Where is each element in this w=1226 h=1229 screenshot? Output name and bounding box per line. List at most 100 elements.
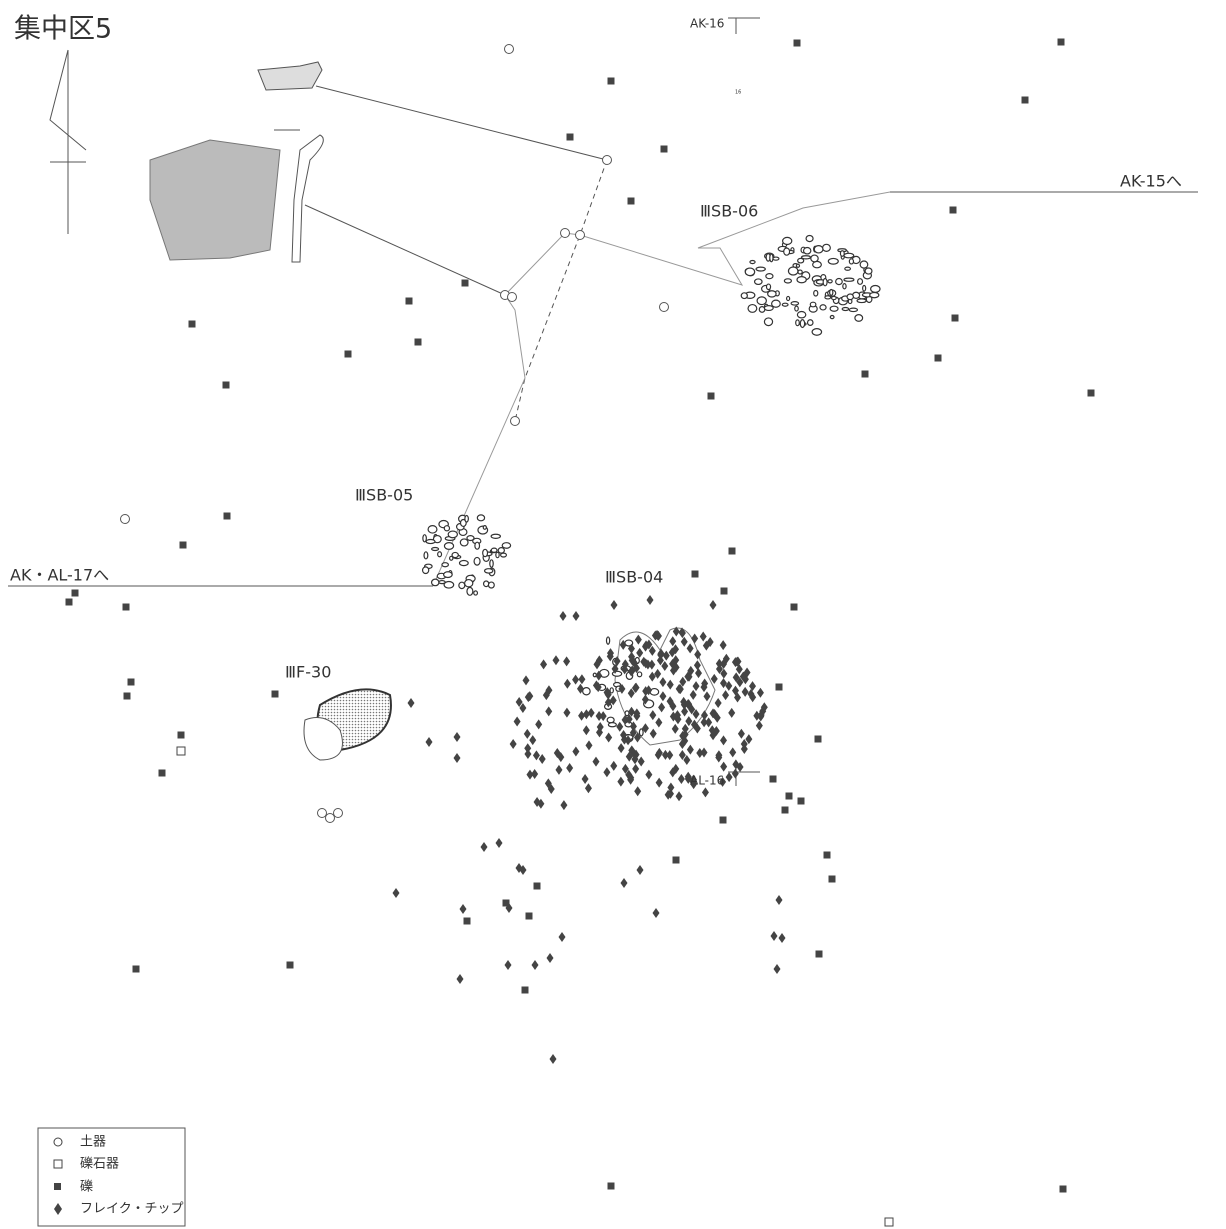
pebble [609,687,614,694]
flake [535,719,543,730]
pebble [811,328,823,336]
flake [627,666,635,677]
pebble [810,254,819,263]
flake [632,749,640,760]
flake [632,763,640,774]
flake [559,611,567,621]
flake [453,732,461,742]
pebble [862,284,867,292]
flake [687,665,695,676]
stone [627,197,635,205]
flake [425,737,433,747]
pebble [459,538,469,547]
flake [560,800,568,811]
flake [505,903,513,913]
flake [653,629,661,640]
flake [715,664,723,675]
flake [545,706,553,717]
flake [648,645,656,656]
pottery [333,808,343,818]
pebble [763,305,774,312]
pebble [755,266,766,272]
stone [607,77,615,85]
pebble [483,568,494,574]
artifact-drawing [149,139,281,261]
pebble [607,722,617,728]
legend: 土器 礫石器 礫 フレイク・チップ [37,1127,186,1227]
stone [188,320,196,328]
flake [654,668,662,679]
stone [271,690,279,698]
pebble [458,559,469,567]
legend-label: 土器 [80,1135,106,1150]
pottery [575,230,585,240]
stone [344,350,352,358]
stone [405,297,413,305]
flake [719,776,727,787]
flake [555,764,563,775]
flake [696,747,704,758]
flake [572,611,580,621]
flake [655,717,663,728]
flake [749,681,757,692]
flake [669,767,677,778]
stone [223,512,231,520]
stone [1057,38,1065,46]
stone-tool [176,746,186,756]
flake [459,904,467,914]
legend-label: 礫石器 [80,1156,119,1172]
flake [700,717,708,728]
pebble [749,259,756,265]
flake [680,696,688,707]
pebble [476,514,486,522]
flake [641,723,649,734]
flake [652,908,660,918]
flake [667,782,675,793]
markers [65,38,1095,1227]
refit-line [304,204,506,296]
stone [691,570,699,578]
flake [719,678,727,689]
feature-label: ⅢF-30 [285,663,331,682]
stone [785,792,793,800]
pebble [772,256,780,261]
pebble [744,267,756,277]
flake [775,895,783,905]
flake [592,756,600,767]
flake [672,644,680,655]
stone [414,338,422,346]
flake [694,649,702,660]
flake [709,708,717,719]
stone [828,875,836,883]
stone [1021,96,1029,104]
flake [595,670,603,681]
north-arrow [49,49,87,151]
flake [649,728,657,739]
refit-line [432,294,526,587]
stone [790,603,798,611]
flake [523,728,531,739]
pebble [796,310,807,319]
flake [693,660,701,671]
stone [951,314,959,322]
pebble [846,293,854,301]
flake [545,685,553,696]
pebble [785,295,791,302]
flake [741,686,749,697]
flake [524,743,532,754]
flake [549,1054,557,1064]
pebble [819,304,827,311]
flake [755,720,763,731]
flake [740,738,748,749]
flake [679,676,687,687]
pebble [800,255,812,260]
pebble [805,234,814,243]
pebble [747,303,758,313]
pebble [848,307,859,313]
pottery [317,808,327,818]
stone [158,769,166,777]
flake [699,631,707,642]
pebble [821,243,831,252]
flake [658,702,666,713]
flake [610,600,618,610]
